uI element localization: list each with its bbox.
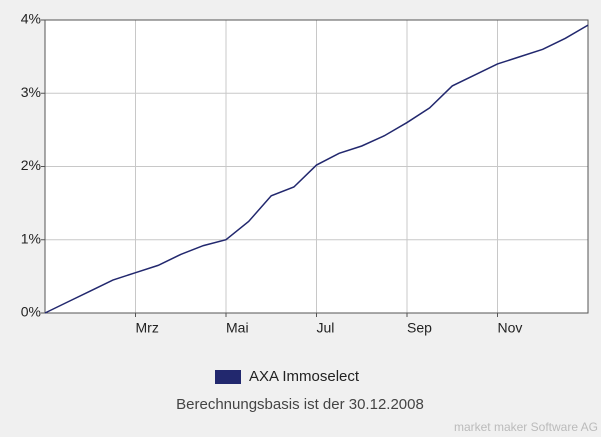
x-tick-label: Mai (226, 320, 249, 336)
x-tick-label: Jul (317, 320, 335, 336)
y-tick-label: 4% (21, 11, 41, 27)
y-tick-label: 0% (21, 304, 41, 320)
source: market maker Software AG (454, 420, 598, 434)
legend-swatch (215, 370, 241, 384)
x-tick-label: Mrz (136, 320, 159, 336)
x-tick-label: Nov (498, 320, 523, 336)
legend-label: AXA Immoselect (249, 368, 360, 385)
line-series (44, 24, 589, 314)
y-tick-label: 2% (21, 157, 41, 173)
subtitle: Berechnungsbasis ist der 30.12.2008 (176, 396, 424, 413)
x-tick-label: Sep (407, 320, 432, 336)
y-tick-label: 1% (21, 230, 41, 246)
y-tick-label: 3% (21, 84, 41, 100)
